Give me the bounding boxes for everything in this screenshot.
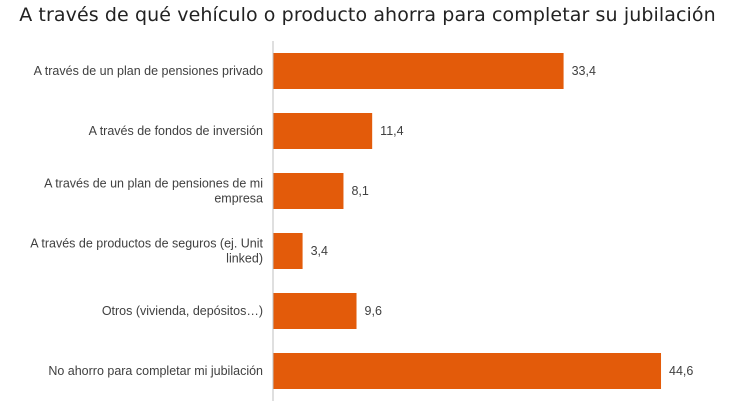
- category-label-line: Otros (vivienda, depósitos…): [102, 304, 263, 318]
- bar-5: [273, 353, 662, 389]
- category-label-0: A través de un plan de pensiones privado: [34, 64, 263, 78]
- category-label-line: A través de un plan de pensiones de mi: [44, 177, 263, 191]
- chart-title: A través de qué vehículo o producto ahor…: [19, 4, 716, 26]
- value-label-2: 8,1: [351, 184, 368, 198]
- bar-0: [273, 53, 564, 89]
- category-label-line: empresa: [214, 192, 263, 206]
- category-label-2: A través de un plan de pensiones de mi em…: [44, 177, 263, 206]
- value-label-0: 33,4: [572, 64, 596, 78]
- value-label-3: 3,4: [311, 244, 328, 258]
- category-label-line: No ahorro para completar mi jubilación: [48, 364, 263, 378]
- category-label-line: A través de productos de seguros (ej. Un…: [30, 237, 263, 251]
- category-label-5: No ahorro para completar mi jubilación: [48, 364, 263, 378]
- category-label-1: A través de fondos de inversión: [89, 124, 263, 138]
- value-label-1: 11,4: [380, 124, 403, 138]
- category-label-4: Otros (vivienda, depósitos…): [102, 304, 263, 318]
- value-label-5: 44,6: [669, 364, 693, 378]
- bar-2: [273, 173, 344, 209]
- category-label-line: A través de fondos de inversión: [89, 124, 263, 138]
- bar-1: [273, 113, 373, 149]
- bar-3: [273, 233, 303, 269]
- category-label-line: linked): [226, 252, 263, 266]
- category-labels-group: A través de un plan de pensiones privado…: [30, 64, 263, 378]
- category-label-3: A través de productos de seguros (ej. Un…: [30, 237, 263, 266]
- bars-group: [273, 53, 662, 389]
- value-labels-group: 33,4 11,4 8,1 3,4 9,6 44,6: [311, 64, 694, 378]
- bar-4: [273, 293, 357, 329]
- value-label-4: 9,6: [365, 304, 382, 318]
- category-label-line: A través de un plan de pensiones privado: [34, 64, 263, 78]
